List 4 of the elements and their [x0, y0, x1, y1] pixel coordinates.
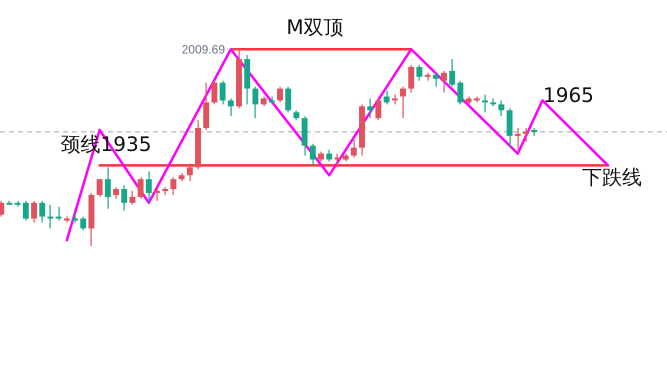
- annotation: 下跌线: [582, 165, 642, 190]
- annotation: 1965: [543, 83, 594, 108]
- annotation: 2009.69: [182, 42, 226, 57]
- chart-title: M双顶: [285, 14, 345, 41]
